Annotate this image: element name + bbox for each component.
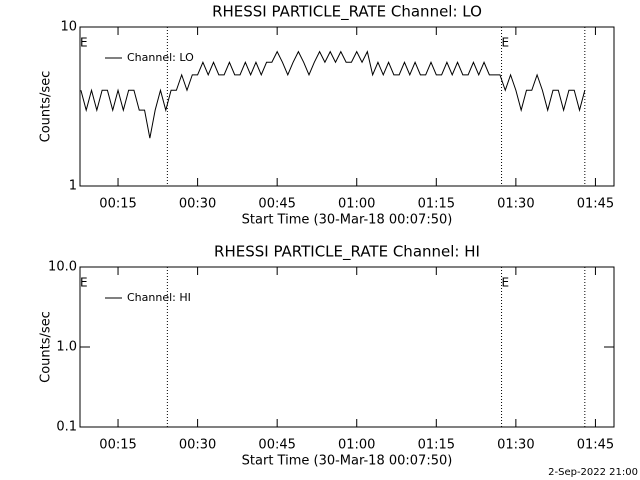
chart-title: RHESSI PARTICLE_RATE Channel: LO	[212, 3, 482, 22]
x-tick-label: 01:30	[497, 438, 534, 453]
y-tick-label: 10.0	[48, 260, 77, 275]
annotation: E	[502, 276, 510, 290]
x-tick-label: 01:45	[577, 197, 614, 212]
x-tick-label: 00:30	[179, 438, 216, 453]
plot-frame	[79, 26, 615, 187]
y-tick-label: 10	[60, 20, 77, 35]
x-axis-title: Start Time (30-Mar-18 00:07:50)	[242, 213, 453, 228]
x-axis-title: Start Time (30-Mar-18 00:07:50)	[242, 454, 453, 469]
x-tick-label: 00:15	[99, 197, 136, 212]
x-tick-label: 01:15	[418, 438, 455, 453]
y-axis-title: Counts/sec	[39, 71, 54, 143]
legend-label: Channel: HI	[127, 291, 191, 304]
y-tick-label: 0.1	[56, 420, 77, 435]
x-tick-label: 01:00	[338, 197, 375, 212]
y-axis-title: Counts/sec	[39, 311, 54, 383]
annotation: E	[502, 36, 510, 50]
annotation: E	[80, 276, 88, 290]
y-tick-label: 1.0	[56, 340, 77, 355]
x-tick-label: 01:00	[338, 438, 375, 453]
footer: 2-Sep-2022 21:00	[548, 467, 638, 478]
annotation: E	[80, 36, 88, 50]
x-tick-label: 00:45	[258, 438, 295, 453]
data-line	[80, 50, 586, 139]
x-tick-label: 01:30	[497, 197, 534, 212]
y-tick-label: 1	[69, 179, 77, 194]
x-tick-label: 00:45	[258, 197, 295, 212]
legend-label: Channel: LO	[127, 51, 194, 64]
chart-title: RHESSI PARTICLE_RATE Channel: HI	[214, 243, 480, 262]
x-tick-label: 01:45	[577, 438, 614, 453]
x-tick-label: 00:15	[99, 438, 136, 453]
x-tick-label: 00:30	[179, 197, 216, 212]
x-tick-label: 01:15	[418, 197, 455, 212]
